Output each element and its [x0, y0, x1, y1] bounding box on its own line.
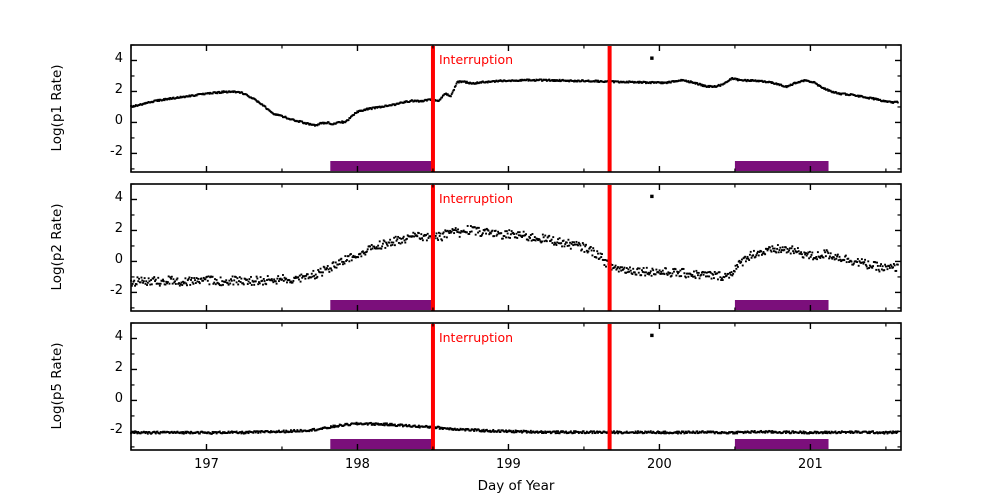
- y-axis-ticks: [131, 44, 901, 170]
- y-tick-label: 0: [114, 252, 123, 268]
- highlight-band-1: [330, 439, 433, 449]
- x-axis-ticks: [130, 184, 887, 311]
- highlight-band-2: [734, 161, 829, 171]
- y-tick-label: 2: [114, 82, 123, 98]
- x-tick-label: 197: [194, 457, 219, 472]
- y-tick-label: -2: [110, 422, 123, 438]
- highlight-band-1: [330, 300, 433, 310]
- interruption-line-1: [430, 324, 435, 450]
- x-axis-ticks: [130, 45, 887, 172]
- interruption-line-2: [607, 185, 612, 311]
- interruption-line-1: [430, 185, 435, 311]
- y-tick-label: 4: [114, 51, 123, 67]
- highlight-band-2: [734, 300, 829, 310]
- interruption-line-2: [607, 324, 612, 450]
- x-tick-label: 198: [345, 457, 370, 472]
- highlight-band-1: [330, 161, 433, 171]
- y-tick-label: -2: [110, 283, 123, 299]
- outlier-point-1: [650, 194, 654, 199]
- x-tick-label: 199: [496, 457, 521, 472]
- data-series: [130, 225, 899, 287]
- x-axis-label: Day of Year: [477, 478, 555, 494]
- y-tick-label: 4: [114, 329, 123, 345]
- y-tick-label: 2: [114, 360, 123, 376]
- y-tick-label: -2: [110, 144, 123, 160]
- highlight-band-2: [734, 439, 829, 449]
- interruption-line-1: [430, 46, 435, 172]
- y-tick-label: 2: [114, 221, 123, 237]
- interruption-label-panel-2: Interruption: [438, 191, 514, 206]
- data-series: [130, 77, 899, 127]
- interruption-line-2: [607, 46, 612, 172]
- x-tick-label: 201: [797, 457, 823, 472]
- y-tick-label: 0: [114, 391, 123, 407]
- y-tick-label: 0: [114, 113, 123, 129]
- axes-frame: [130, 44, 902, 173]
- outlier-point-1: [650, 56, 654, 60]
- y-tick-label: 4: [114, 190, 123, 206]
- interruption-label-panel-1: Interruption: [438, 52, 514, 67]
- x-axis-ticks: [130, 323, 887, 450]
- x-tick-label: 200: [647, 457, 672, 472]
- y-axis-label-panel-3: Log(p5 Rate): [49, 341, 65, 430]
- interruption-label-panel-3: Interruption: [438, 330, 514, 345]
- axes-frame: [130, 183, 902, 312]
- data-series: [130, 421, 899, 435]
- outlier-point-1: [650, 333, 654, 338]
- axes-frame: [130, 322, 902, 451]
- y-axis-ticks: [131, 322, 901, 448]
